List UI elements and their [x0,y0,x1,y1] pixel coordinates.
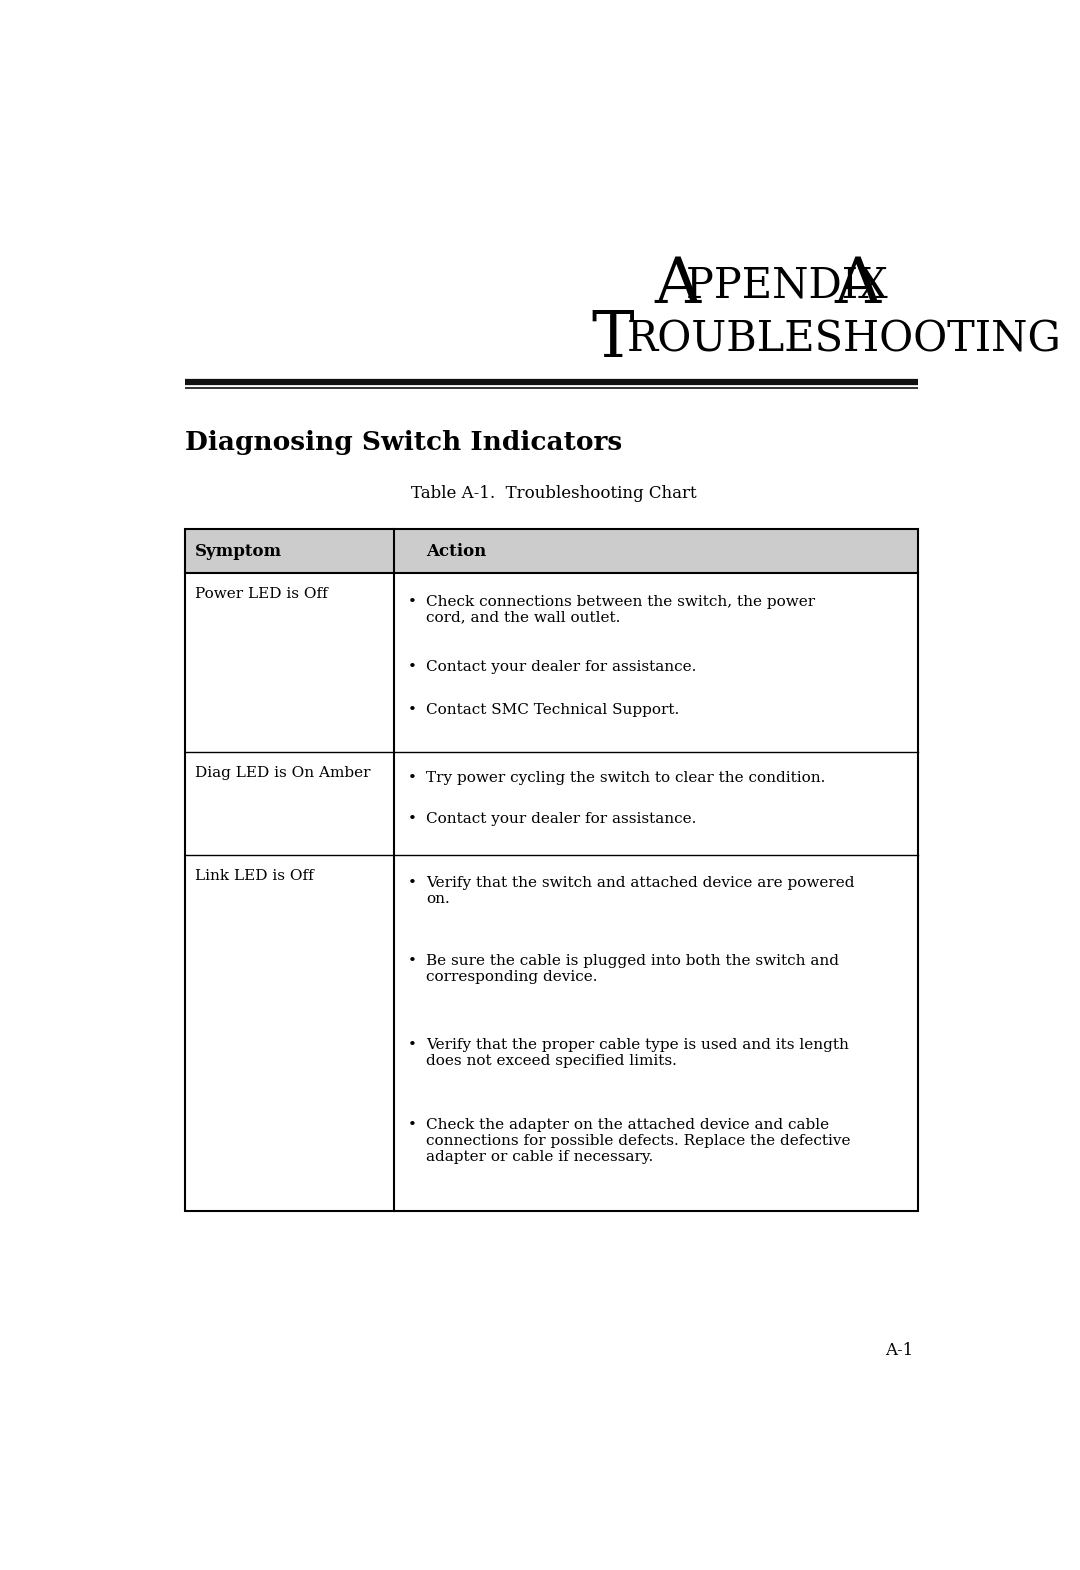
Text: •: • [408,659,417,674]
Text: Link LED is Off: Link LED is Off [195,870,314,882]
Text: PPENDIX: PPENDIX [686,264,914,306]
Text: •: • [408,812,417,826]
Text: Contact SMC Technical Support.: Contact SMC Technical Support. [426,703,679,717]
Text: Contact your dealer for assistance.: Contact your dealer for assistance. [426,812,697,826]
Text: •: • [408,1118,417,1132]
Text: •: • [408,703,417,717]
Text: •: • [408,1038,417,1052]
Text: •: • [408,771,417,785]
Text: Verify that the proper cable type is used and its length
does not exceed specifi: Verify that the proper cable type is use… [426,1038,849,1069]
Text: Action: Action [426,543,486,559]
Text: A-1: A-1 [886,1342,914,1358]
Text: Diagnosing Switch Indicators: Diagnosing Switch Indicators [186,430,622,455]
Text: T: T [591,309,634,371]
Text: A: A [653,254,700,316]
Text: Table A-1.  Troubleshooting Chart: Table A-1. Troubleshooting Chart [410,485,697,501]
Text: •: • [408,595,417,609]
Text: Verify that the switch and attached device are powered
on.: Verify that the switch and attached devi… [426,876,854,906]
Text: Be sure the cable is plugged into both the switch and
corresponding device.: Be sure the cable is plugged into both t… [426,953,839,984]
Bar [186,529,918,1210]
Text: Try power cycling the switch to clear the condition.: Try power cycling the switch to clear th… [426,771,825,785]
Text: Check connections between the switch, the power
cord, and the wall outlet.: Check connections between the switch, th… [426,595,815,625]
Text: Symptom: Symptom [195,543,282,559]
Text: Diag LED is On Amber: Diag LED is On Amber [195,766,370,780]
Text: Contact your dealer for assistance.: Contact your dealer for assistance. [426,659,697,674]
Text: A: A [834,254,880,316]
Text: ROUBLESHOOTING: ROUBLESHOOTING [626,319,1061,361]
Text: •: • [408,876,417,890]
Text: •: • [408,953,417,967]
Text: Check the adapter on the attached device and cable
connections for possible defe: Check the adapter on the attached device… [426,1118,850,1165]
Text: Power LED is Off: Power LED is Off [195,587,328,601]
Bar [186,529,918,573]
